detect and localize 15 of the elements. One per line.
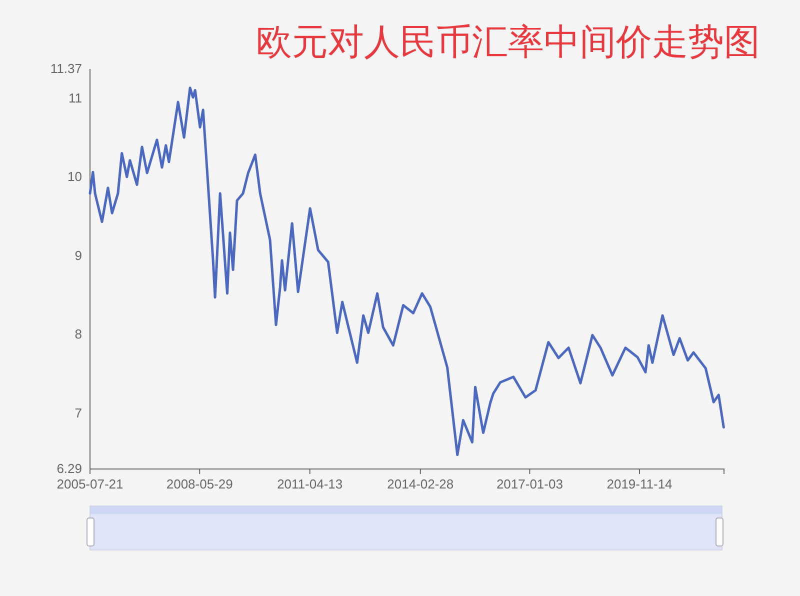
y-tick-label: 11 (68, 90, 82, 106)
y-tick-label: 10 (68, 169, 82, 184)
line-series (88, 86, 725, 456)
x-tick-label: 2011-04-13 (277, 476, 343, 492)
y-tick-label: 8 (74, 326, 82, 342)
x-tick-label: 2005-07-21 (56, 476, 124, 492)
x-tick-label: 2014-02-28 (387, 476, 454, 492)
x-tick-label: 2017-01-03 (496, 476, 563, 492)
chart-title: 欧元对人民币汇率中间价走势图 (256, 22, 760, 63)
x-tick-label: 2019-11-14 (606, 476, 672, 492)
y-tick-label: 11.37 (50, 61, 82, 76)
y-tick-label: 7 (74, 405, 82, 420)
y-tick-label: 9 (74, 248, 82, 263)
y-tick-label: 6.29 (56, 461, 82, 476)
x-tick-label: 2008-05-29 (166, 476, 233, 492)
